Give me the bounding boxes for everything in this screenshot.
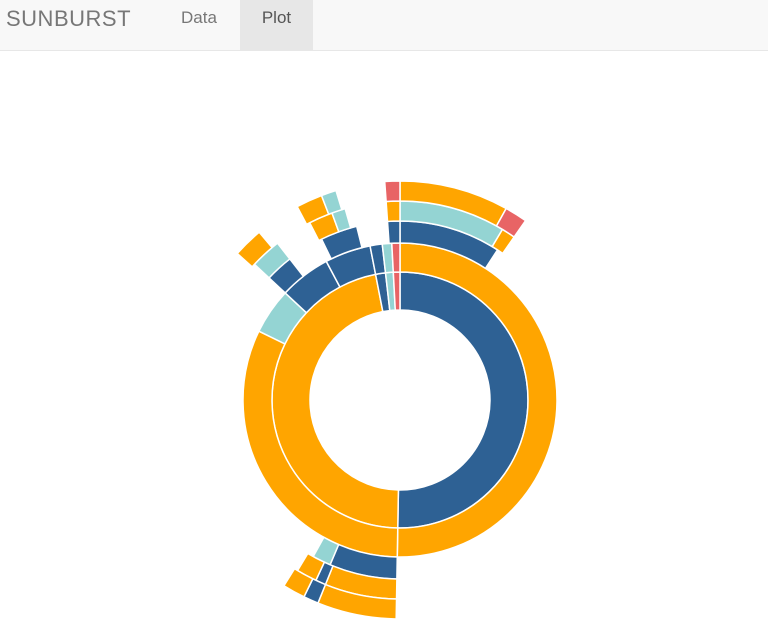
sunburst-segment-ring5-33[interactable] [236,231,274,268]
sunburst-segment-ring5-29[interactable] [495,207,527,239]
sunburst-segment-ring5-32[interactable] [282,567,314,598]
tab-data[interactable]: Data [181,8,217,27]
sunburst-segment-ring1-4[interactable] [392,271,401,311]
sunburst-segment-ring2-5[interactable] [396,242,558,558]
plot-area [0,52,768,624]
sunburst-chart [236,180,558,620]
sunburst-segment-ring2-12[interactable] [390,242,401,273]
sunburst-segment-ring5-35[interactable] [320,189,343,216]
app-brand[interactable]: SUNBURST [6,6,132,31]
tab-plot[interactable]: Plot [240,0,313,50]
sunburst-segment-ring5-36[interactable] [383,180,401,203]
sunburst-segments [236,180,558,620]
sunburst-segment-ring3-18[interactable] [386,220,401,245]
navbar: SUNBURST Data Plot [0,0,768,51]
sunburst-segment-ring4-27[interactable] [385,200,401,223]
